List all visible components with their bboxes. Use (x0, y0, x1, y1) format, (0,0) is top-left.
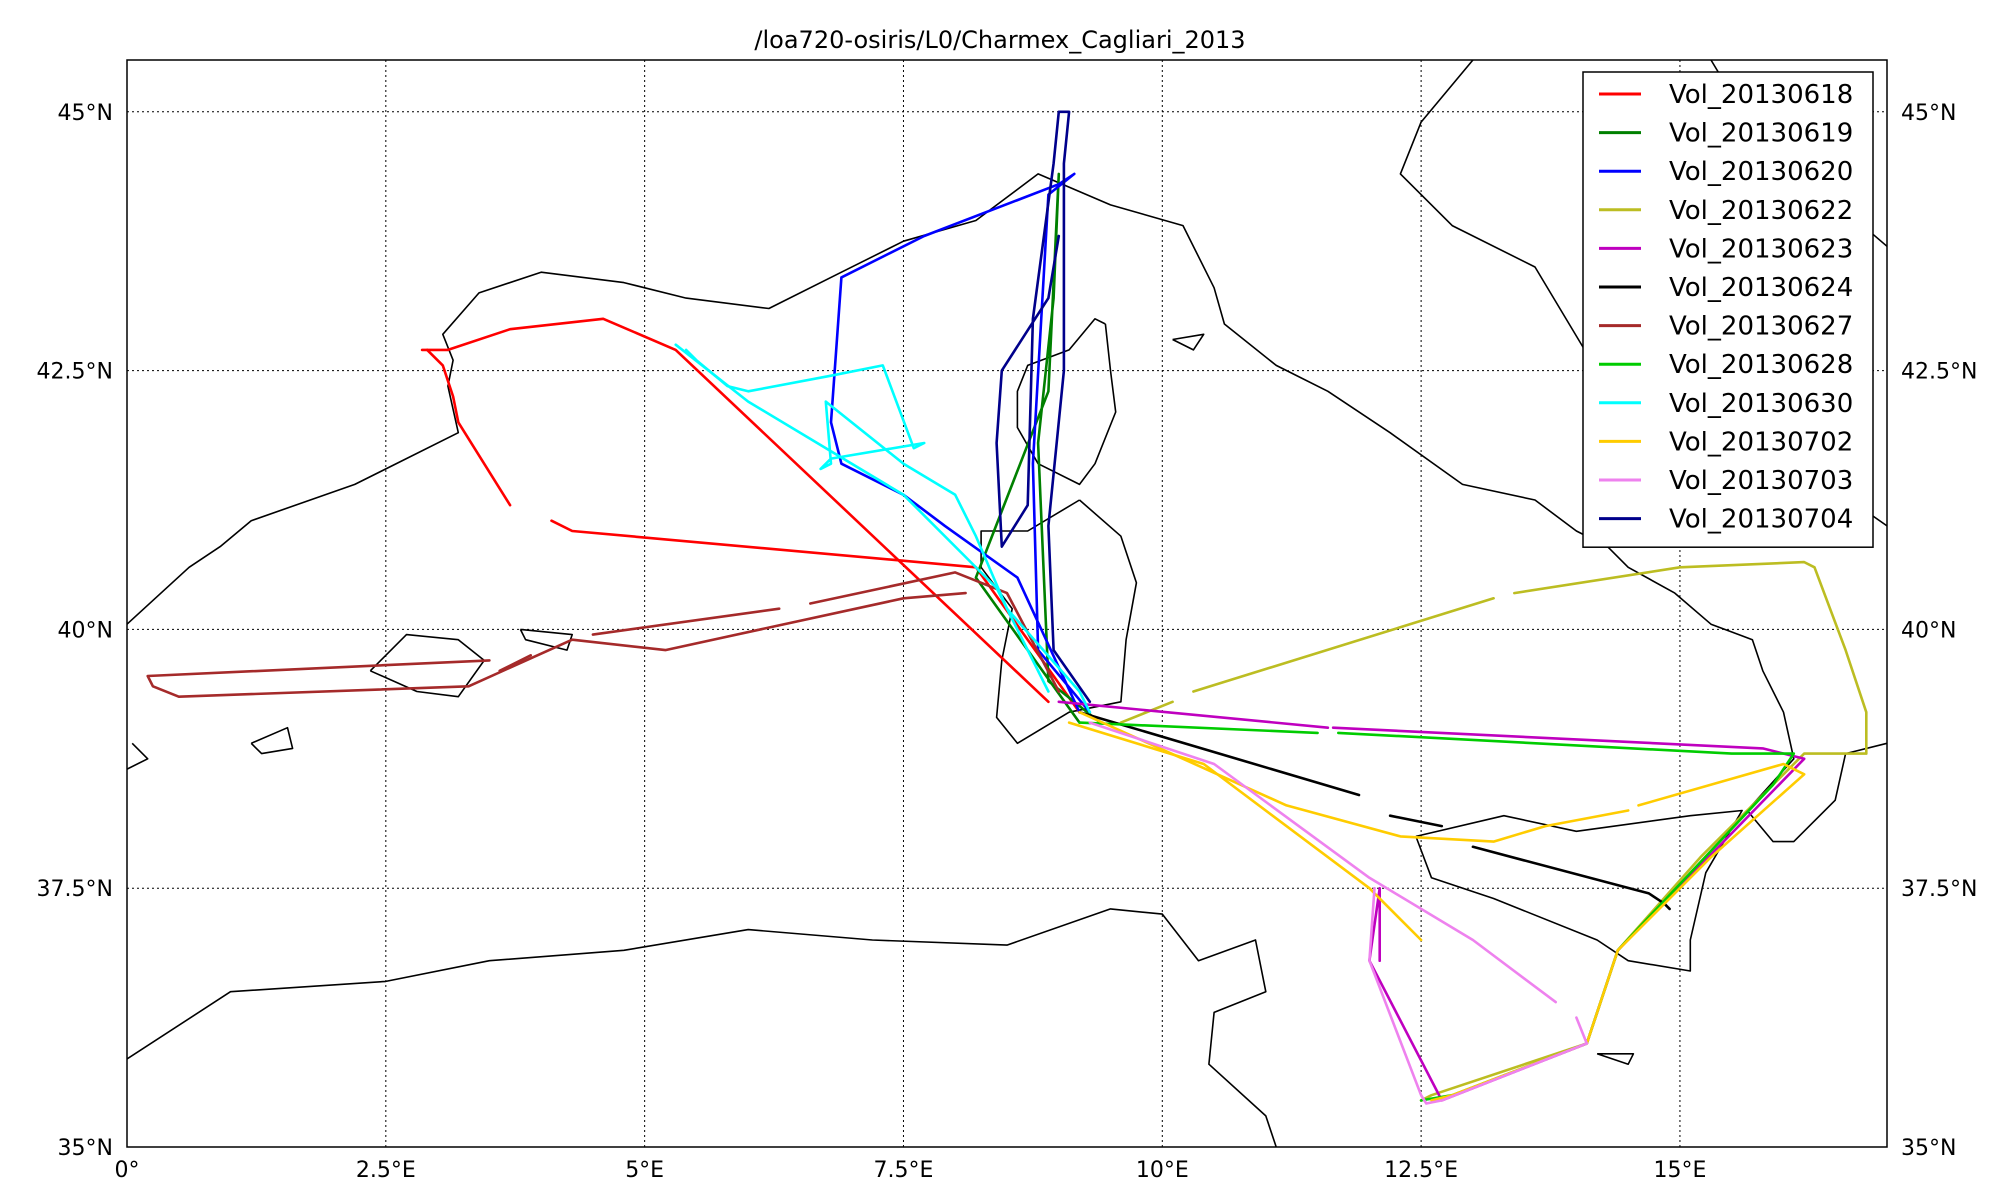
flight-track-vol_20130630 (684, 348, 1092, 714)
x-tick-label: 2.5°E (356, 1158, 416, 1183)
coastline-path (1415, 809, 1743, 972)
coastline-path (1172, 333, 1205, 351)
coastline-path (519, 628, 573, 651)
flight-track-vol_20130627 (146, 591, 967, 698)
legend: Vol_20130618 Vol_20130619 Vol_20130620 Vol_… (1582, 71, 1874, 548)
coastline-path (126, 742, 149, 770)
legend-label: Vol_20130703 (1669, 466, 1853, 496)
flight-tracks (146, 110, 1868, 1105)
flight-track-vol_20130620 (829, 172, 1092, 714)
flight-track-vol_20130618 (550, 519, 1081, 714)
coastline-path (980, 499, 1138, 745)
flight-track-vol_20130618 (420, 317, 1050, 704)
flight-track-vol_20130618 (425, 348, 512, 507)
flight-track-vol_20130624 (1078, 710, 1361, 797)
coastline-path (1596, 1053, 1635, 1065)
coastline-path (126, 908, 1277, 1148)
y-tick-label-right: 45°N (1901, 101, 1956, 126)
flight-track-vol_20130628 (1078, 721, 1319, 735)
y-tick-label-right: 42.5°N (1901, 360, 1977, 385)
x-tick-label: 12.5°E (1384, 1158, 1458, 1183)
y-tick-label-left: 42.5°N (37, 360, 113, 385)
legend-label: Vol_20130619 (1669, 119, 1853, 149)
flight-track-vol_20130622 (1192, 597, 1495, 693)
flight-track-vol_20130627 (498, 654, 533, 673)
legend-label: Vol_20130704 (1669, 505, 1853, 535)
y-tick-label-left: 37.5°N (37, 877, 113, 902)
legend-label: Vol_20130622 (1669, 196, 1853, 226)
flight-track-vol_20130703 (1368, 886, 1589, 1105)
x-tick-label: 0° (115, 1158, 140, 1183)
flight-track-vol_20130627 (809, 571, 1061, 693)
x-tick-label: 15°E (1653, 1158, 1706, 1183)
y-tick-label-left: 35°N (58, 1136, 113, 1161)
legend-label: Vol_20130630 (1669, 389, 1853, 419)
flight-track-vol_20130627 (591, 607, 781, 636)
flight-track-vol_20130702 (1078, 710, 1630, 843)
flight-track-vol_20130702 (1067, 721, 1423, 942)
x-tick-label: 5°E (625, 1158, 664, 1183)
flight-track-vol_20130704 (995, 110, 1092, 704)
tick-labels: 0° 2.5°E 5°E 7.5°E 10°E 12.5°E 15°E 35°N 35°N 37.… (37, 101, 1978, 1183)
y-tick-label-right: 40°N (1901, 618, 1956, 643)
y-tick-label-right: 37.5°N (1901, 877, 1977, 902)
plot-frame (126, 59, 1888, 1148)
legend-label: Vol_20130628 (1669, 350, 1853, 380)
coastline-path (250, 726, 294, 755)
legend-box (1582, 71, 1874, 548)
y-tick-label-right: 35°N (1901, 1136, 1956, 1161)
flight-track-vol_20130628 (1337, 731, 1796, 1102)
x-tick-label: 10°E (1136, 1158, 1189, 1183)
legend-label: Vol_20130623 (1669, 234, 1853, 264)
flight-track-vol_20130624 (1471, 845, 1671, 911)
coastline-layer (126, 59, 1888, 1148)
coastline-path (126, 173, 1888, 843)
flight-track-vol_20130623 (1057, 700, 1330, 729)
legend-label: Vol_20130624 (1669, 273, 1853, 303)
map-title: /loa720-osiris/L0/Charmex_Cagliari_2013 (754, 26, 1246, 54)
flight-track-vol_20130703 (1088, 721, 1557, 1004)
legend-label: Vol_20130627 (1669, 312, 1853, 342)
flight-track-vol_20130622 (1419, 560, 1868, 1102)
y-tick-label-left: 45°N (58, 101, 113, 126)
flight-track-vol_20130624 (1388, 814, 1444, 828)
flight-track-vol_20130623 (1331, 726, 1806, 1102)
flight-track-vol_20130622 (1119, 700, 1174, 724)
flight-track-vol_20130630 (674, 343, 1050, 693)
legend-label: Vol_20130618 (1669, 80, 1853, 110)
x-tick-label: 7.5°E (874, 1158, 934, 1183)
y-tick-label-left: 40°N (58, 618, 113, 643)
legend-label: Vol_20130620 (1669, 157, 1853, 187)
legend-label: Vol_20130702 (1669, 427, 1853, 457)
